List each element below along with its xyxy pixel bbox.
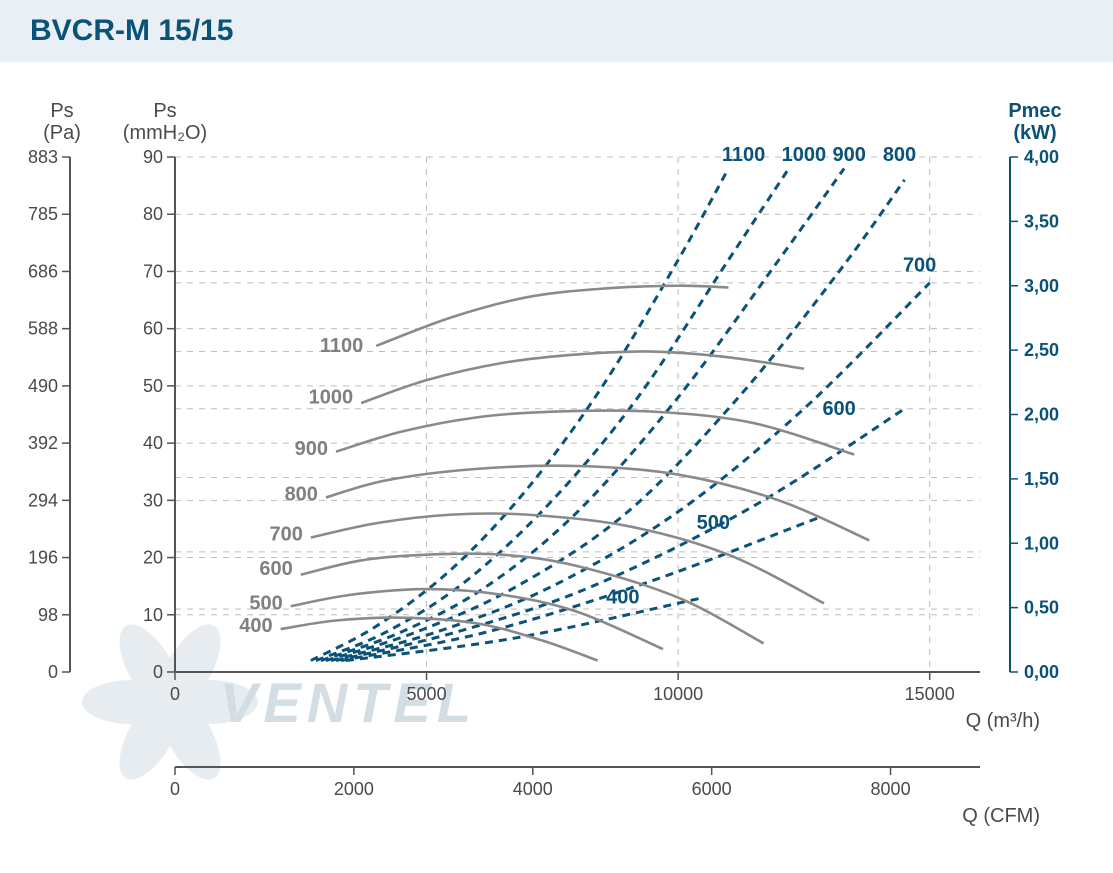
chart-svg: VENTEL098196294392490588686785883Ps(Pa)0… bbox=[0, 62, 1113, 842]
tick-label-pa: 196 bbox=[28, 548, 58, 568]
tick-label-pmec: 1,00 bbox=[1024, 533, 1059, 553]
pressure-curve-label: 600 bbox=[259, 558, 292, 580]
power-curve-label: 900 bbox=[833, 144, 866, 166]
tick-label-mm: 80 bbox=[143, 204, 163, 224]
axis-title-mm: Ps bbox=[153, 100, 176, 122]
power-curve-label: 600 bbox=[822, 398, 855, 420]
pressure-curve-1000 bbox=[361, 351, 804, 403]
tick-label-pa: 785 bbox=[28, 204, 58, 224]
tick-label-mm: 30 bbox=[143, 490, 163, 510]
pressure-curve-label: 800 bbox=[285, 484, 318, 506]
tick-label-m3h: 0 bbox=[170, 684, 180, 704]
tick-label-pmec: 3,50 bbox=[1024, 211, 1059, 231]
tick-label-cfm: 8000 bbox=[871, 779, 911, 799]
title-bar: BVCR-M 15/15 bbox=[0, 0, 1113, 62]
pressure-curve-label: 1000 bbox=[309, 386, 354, 408]
tick-label-pmec: 2,50 bbox=[1024, 340, 1059, 360]
power-curve-1000 bbox=[316, 168, 789, 660]
tick-label-mm: 70 bbox=[143, 261, 163, 281]
tick-label-cfm: 6000 bbox=[692, 779, 732, 799]
axis-title-pa: Ps bbox=[50, 100, 73, 122]
power-curve-label: 1100 bbox=[722, 144, 765, 166]
power-curve-600 bbox=[336, 409, 905, 661]
pressure-curve-label: 400 bbox=[239, 615, 272, 637]
tick-label-pa: 0 bbox=[48, 662, 58, 682]
axis-title-m3h: Q (m³/h) bbox=[966, 710, 1040, 732]
power-curve-label: 800 bbox=[883, 144, 916, 166]
tick-label-pmec: 1,50 bbox=[1024, 469, 1059, 489]
tick-label-mm: 0 bbox=[153, 662, 163, 682]
tick-label-pa: 883 bbox=[28, 147, 58, 167]
axis-title-pmec: Pmec bbox=[1008, 100, 1061, 122]
tick-label-m3h: 15000 bbox=[905, 684, 955, 704]
tick-label-pa: 588 bbox=[28, 319, 58, 339]
axis-title-pmec2: (kW) bbox=[1013, 122, 1056, 144]
axis-title-mm2: (mmH₂O) bbox=[123, 122, 207, 144]
chart-title: BVCR-M 15/15 bbox=[30, 14, 1083, 48]
tick-label-pmec: 0,50 bbox=[1024, 598, 1059, 618]
tick-label-pa: 490 bbox=[28, 376, 58, 396]
chart-container: VENTEL098196294392490588686785883Ps(Pa)0… bbox=[0, 62, 1113, 822]
pressure-curve-1100 bbox=[376, 286, 728, 346]
tick-label-pmec: 2,00 bbox=[1024, 405, 1059, 425]
power-curve-label: 500 bbox=[697, 512, 730, 534]
pressure-curve-label: 1100 bbox=[320, 335, 363, 357]
power-curve-label: 400 bbox=[606, 587, 639, 609]
axis-title-cfm: Q (CFM) bbox=[962, 805, 1040, 827]
tick-label-pmec: 4,00 bbox=[1024, 147, 1059, 167]
tick-label-cfm: 2000 bbox=[334, 779, 374, 799]
tick-label-pmec: 0,00 bbox=[1024, 662, 1059, 682]
pressure-curve-label: 500 bbox=[249, 592, 282, 614]
tick-label-pa: 98 bbox=[38, 605, 58, 625]
tick-label-cfm: 0 bbox=[170, 779, 180, 799]
tick-label-pa: 686 bbox=[28, 261, 58, 281]
tick-label-mm: 40 bbox=[143, 433, 163, 453]
tick-label-mm: 20 bbox=[143, 548, 163, 568]
power-curve-label: 700 bbox=[903, 255, 936, 277]
tick-label-mm: 90 bbox=[143, 147, 163, 167]
tick-label-mm: 50 bbox=[143, 376, 163, 396]
tick-label-m3h: 10000 bbox=[653, 684, 703, 704]
tick-label-cfm: 4000 bbox=[513, 779, 553, 799]
tick-label-mm: 60 bbox=[143, 319, 163, 339]
tick-label-pa: 392 bbox=[28, 433, 58, 453]
tick-label-m3h: 5000 bbox=[407, 684, 447, 704]
tick-label-pa: 294 bbox=[28, 490, 58, 510]
tick-label-mm: 10 bbox=[143, 605, 163, 625]
pressure-curve-label: 700 bbox=[269, 524, 302, 546]
pressure-curve-label: 900 bbox=[295, 438, 328, 460]
tick-label-pmec: 3,00 bbox=[1024, 276, 1059, 296]
axis-title-pa2: (Pa) bbox=[43, 122, 81, 144]
power-curve-label: 1000 bbox=[782, 144, 827, 166]
